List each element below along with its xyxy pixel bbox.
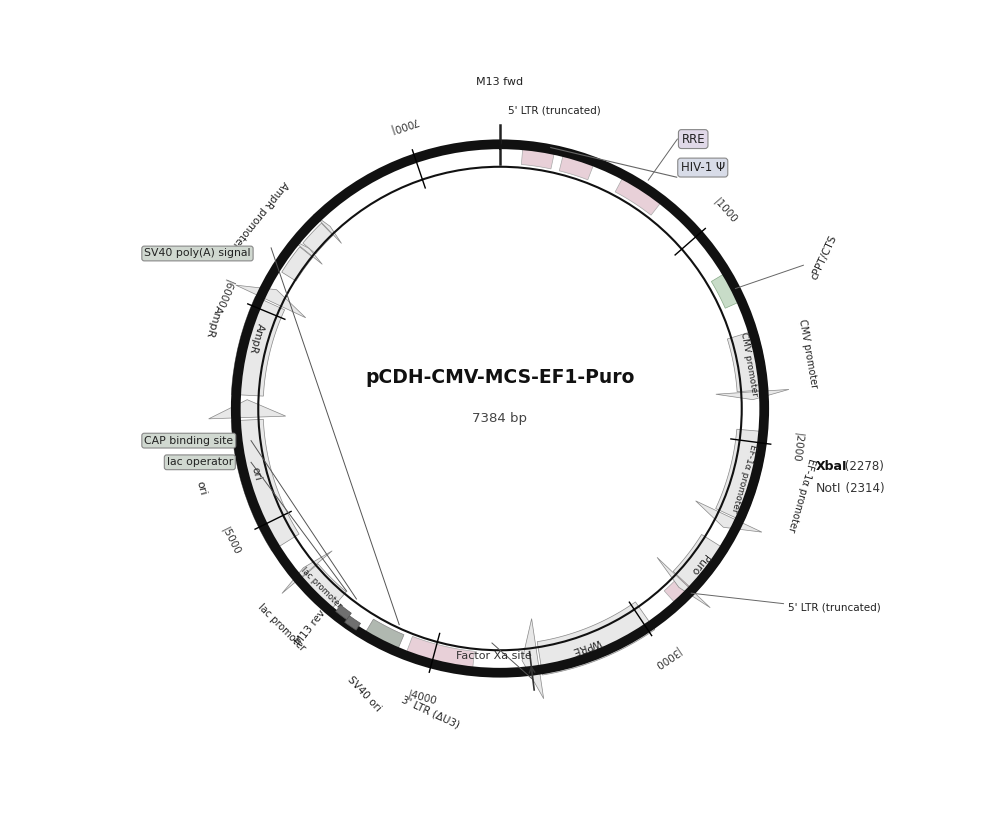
Polygon shape — [559, 150, 595, 180]
Text: lac promoter: lac promoter — [299, 565, 343, 609]
Polygon shape — [364, 619, 404, 653]
Text: |2000: |2000 — [790, 432, 804, 463]
Polygon shape — [336, 605, 351, 619]
Polygon shape — [657, 557, 710, 608]
Text: SV40 ori: SV40 ori — [345, 674, 383, 713]
Text: EF-1α promoter: EF-1α promoter — [729, 443, 757, 513]
Text: (2278): (2278) — [841, 460, 883, 473]
Text: Factor Xa site: Factor Xa site — [456, 651, 531, 661]
Text: pCDH-CMV-MCS-EF1-Puro: pCDH-CMV-MCS-EF1-Puro — [365, 368, 635, 387]
Polygon shape — [297, 564, 346, 613]
Text: CAP binding site: CAP binding site — [144, 435, 233, 445]
Text: 7000|: 7000| — [388, 115, 420, 135]
Polygon shape — [696, 501, 762, 532]
Text: 5' LTR (truncated): 5' LTR (truncated) — [508, 105, 600, 115]
Text: EF-1α promoter: EF-1α promoter — [786, 457, 816, 533]
Text: (2314): (2314) — [838, 482, 885, 495]
Polygon shape — [537, 602, 655, 675]
Text: |1000: |1000 — [711, 196, 739, 225]
Text: |4000: |4000 — [407, 689, 438, 707]
Polygon shape — [522, 618, 544, 699]
Polygon shape — [236, 285, 306, 318]
Text: SV40 poly(A) signal: SV40 poly(A) signal — [144, 248, 251, 258]
Text: CMV promoter: CMV promoter — [739, 332, 759, 397]
Polygon shape — [615, 174, 663, 215]
Text: AmpR: AmpR — [248, 323, 266, 355]
Text: NotI: NotI — [816, 482, 841, 495]
Text: XbaI: XbaI — [816, 460, 847, 473]
Polygon shape — [282, 247, 313, 281]
Text: |6000: |6000 — [213, 278, 234, 310]
Polygon shape — [282, 551, 332, 593]
Text: HIV-1 Ψ: HIV-1 Ψ — [681, 161, 725, 174]
Polygon shape — [314, 214, 342, 243]
Text: CMV promoter: CMV promoter — [797, 319, 819, 390]
Text: cPPT/CTS: cPPT/CTS — [809, 233, 838, 281]
Polygon shape — [727, 330, 768, 392]
Text: ori: ori — [195, 480, 208, 497]
Text: Puro: Puro — [688, 552, 710, 577]
Text: RRE: RRE — [681, 132, 705, 145]
Polygon shape — [521, 144, 555, 169]
Polygon shape — [404, 636, 474, 674]
Text: 5' LTR (truncated): 5' LTR (truncated) — [788, 603, 880, 613]
Polygon shape — [716, 390, 789, 400]
Text: WPRE: WPRE — [571, 636, 602, 656]
Polygon shape — [716, 429, 767, 521]
Polygon shape — [231, 297, 285, 396]
Text: ori: ori — [249, 466, 262, 482]
Polygon shape — [303, 223, 333, 254]
Text: M13 fwd: M13 fwd — [476, 78, 524, 87]
Polygon shape — [231, 419, 299, 551]
Polygon shape — [209, 400, 286, 419]
Text: lac operator: lac operator — [167, 458, 233, 467]
Polygon shape — [291, 239, 322, 265]
Polygon shape — [664, 566, 703, 605]
Polygon shape — [711, 272, 741, 308]
Polygon shape — [345, 616, 360, 630]
Text: |5000: |5000 — [220, 525, 243, 556]
Text: 7384 bp: 7384 bp — [473, 412, 528, 425]
Text: AmpR promoter: AmpR promoter — [230, 179, 290, 249]
Text: |3000: |3000 — [651, 645, 682, 670]
Text: lac promoter: lac promoter — [256, 601, 307, 653]
Text: AmpR: AmpR — [204, 304, 223, 338]
Text: M13 rev: M13 rev — [294, 608, 328, 647]
Polygon shape — [673, 534, 727, 592]
Text: 3' LTR (ΔU3): 3' LTR (ΔU3) — [400, 694, 461, 730]
